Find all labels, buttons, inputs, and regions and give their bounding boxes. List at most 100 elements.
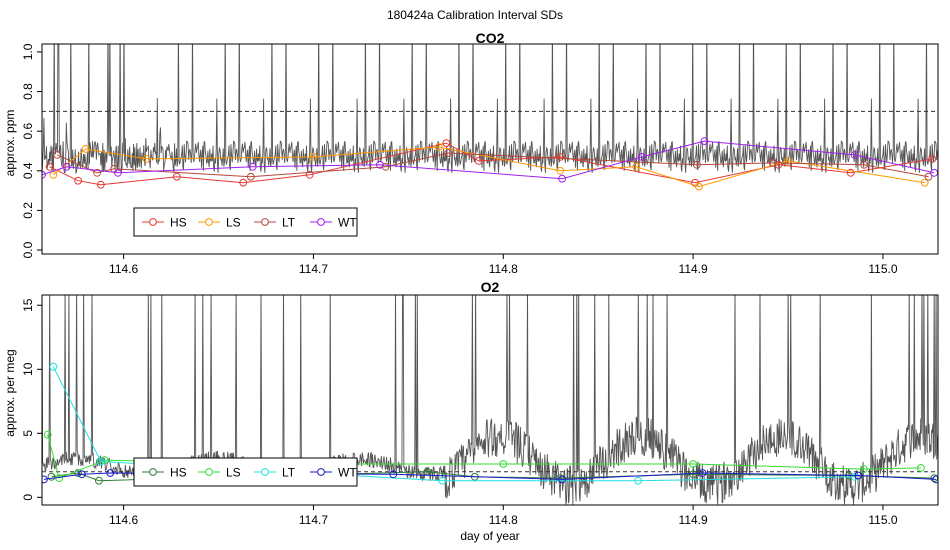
o2-legend-item-lt: LT xyxy=(254,466,296,480)
co2-series-ls-line xyxy=(53,146,925,188)
o2-series-ls-point xyxy=(499,460,508,468)
o2-series-wt-point xyxy=(854,471,863,480)
co2-legend: HS LS LT WT xyxy=(133,207,358,237)
o2-series-hs-point xyxy=(689,470,697,479)
co2-series-ls-point xyxy=(309,153,318,161)
o2-ylabel: approx. per meg xyxy=(3,349,17,436)
co2-legend-item-ls: LS xyxy=(198,216,241,230)
o2-series-lt-point xyxy=(96,457,105,466)
o2-series-lt-point xyxy=(850,472,859,481)
co2-series-hs-point xyxy=(172,172,181,181)
o2-x-tick-label: 114.7 xyxy=(299,513,328,527)
o2-y-tick-label: 0 xyxy=(21,494,35,501)
o2-y-tick-label: 5 xyxy=(21,430,35,437)
o2-x-tick-label: 114.9 xyxy=(679,513,708,527)
svg-text:WT: WT xyxy=(338,216,357,230)
co2-series-ls-point xyxy=(632,162,641,171)
o2-panel: O2 approx. per meg 114.6 114.7 114.8 114.9 1… xyxy=(3,279,939,527)
o2-series-hs-point xyxy=(74,469,82,477)
co2-series-lt-point xyxy=(246,172,255,181)
o2-series-ls-point xyxy=(917,464,925,472)
figure-suptitle: 180424a Calibration Interval SDs xyxy=(387,8,563,22)
co2-series-lt-point xyxy=(693,160,701,169)
o2-series-lt-point xyxy=(438,476,447,485)
co2-series-group xyxy=(42,137,938,191)
co2-y-tick-label: 1.0 xyxy=(21,43,35,60)
co2-x-tick-label: 114.6 xyxy=(109,262,138,276)
svg-text:WT: WT xyxy=(338,466,357,480)
o2-series-wt-point xyxy=(389,470,398,479)
co2-x-tick-label: 114.7 xyxy=(299,262,328,276)
o2-series-lt-point xyxy=(634,476,642,485)
co2-y-tick-label: 0.6 xyxy=(21,123,35,140)
co2-series-wt-point xyxy=(42,170,46,179)
o2-legend: HS LS LT WT xyxy=(133,457,358,487)
co2-series-lt-point xyxy=(381,162,390,171)
co2-series-ls-point xyxy=(556,166,565,175)
o2-series-wt-point xyxy=(42,475,48,484)
o2-series-ls-point xyxy=(100,456,109,465)
o2-x-tick-label: 114.8 xyxy=(489,513,518,527)
o2-series-hs-point xyxy=(47,472,56,481)
co2-series-wt-point xyxy=(248,162,257,171)
svg-text:LS: LS xyxy=(226,466,241,480)
o2-series-lt-point xyxy=(49,362,58,371)
svg-text:LT: LT xyxy=(282,466,296,480)
co2-series-ls-point xyxy=(434,143,443,151)
svg-text:HS: HS xyxy=(170,216,187,230)
co2-series-hs-point xyxy=(96,180,105,189)
co2-series-hs-point xyxy=(74,176,82,185)
co2-series-wt-point xyxy=(376,160,384,169)
o2-series-wt-line xyxy=(43,472,937,480)
co2-series-lt-point xyxy=(924,172,933,181)
co2-x-tick-label: 114.9 xyxy=(679,262,708,276)
co2-legend-item-lt: LT xyxy=(254,216,296,230)
o2-title: O2 xyxy=(481,279,500,295)
co2-series-hs-point xyxy=(442,139,451,148)
co2-series-wt-point xyxy=(850,151,859,159)
o2-x-tick-label: 115.0 xyxy=(868,513,897,527)
co2-series-lt-point xyxy=(444,149,453,157)
co2-y-tick-label: 0.4 xyxy=(21,162,35,179)
co2-plot-frame xyxy=(41,43,939,255)
co2-title: CO2 xyxy=(476,30,505,46)
co2-series-hs-point xyxy=(928,155,937,163)
svg-text:LS: LS xyxy=(226,216,241,230)
o2-series-group xyxy=(42,362,938,485)
co2-series-hs-point xyxy=(556,153,565,161)
co2-series-lt-point xyxy=(53,151,62,159)
co2-legend-item-hs: HS xyxy=(142,216,187,230)
co2-series-hs-point xyxy=(305,170,314,179)
o2-series-wt-point xyxy=(558,475,566,484)
o2-series-wt-point xyxy=(698,469,707,477)
co2-series-hs-point xyxy=(239,178,248,187)
co2-series-wt-point xyxy=(62,162,71,171)
co2-series-lt-point xyxy=(860,160,868,169)
o2-y-tick-label: 10 xyxy=(21,362,35,376)
co2-series-lt-line xyxy=(56,152,929,178)
co2-series-ls-point xyxy=(694,182,703,191)
o2-series-ls-point xyxy=(43,430,52,439)
co2-series-lt-point xyxy=(768,159,777,167)
o2-legend-item-wt: WT xyxy=(310,466,357,480)
co2-series-wt-point xyxy=(114,168,122,177)
co2-series-wt-line xyxy=(42,140,935,180)
co2-y-tick-label: 0.8 xyxy=(21,83,35,100)
o2-legend-item-ls: LS xyxy=(198,466,241,480)
co2-panel: CO2 approx. ppm 114.6 114.7 114.8 114.9 115.… xyxy=(3,30,939,276)
co2-x-tick-label: 114.8 xyxy=(489,262,518,276)
co2-axes: 114.6 114.7 114.8 114.9 115.0 0.0 0.2 0.4 0.6 0.8… xyxy=(21,43,939,276)
co2-series-ls-point xyxy=(142,155,151,163)
co2-legend-item-wt: WT xyxy=(310,216,357,230)
o2-series-ls-point xyxy=(860,465,868,474)
o2-y-tick-label: 15 xyxy=(21,298,35,312)
co2-y-tick-label: 0.2 xyxy=(21,202,35,219)
o2-axes: 114.6 114.7 114.8 114.9 115.0 0 5 10 15 xyxy=(21,294,939,527)
o2-series-ls-line xyxy=(47,434,921,479)
co2-series-wt-point xyxy=(638,153,646,161)
svg-text:HS: HS xyxy=(170,466,187,480)
o2-series-hs-point xyxy=(556,474,565,483)
o2-series-wt-point xyxy=(932,475,938,484)
o2-series-hs-point xyxy=(95,476,103,485)
